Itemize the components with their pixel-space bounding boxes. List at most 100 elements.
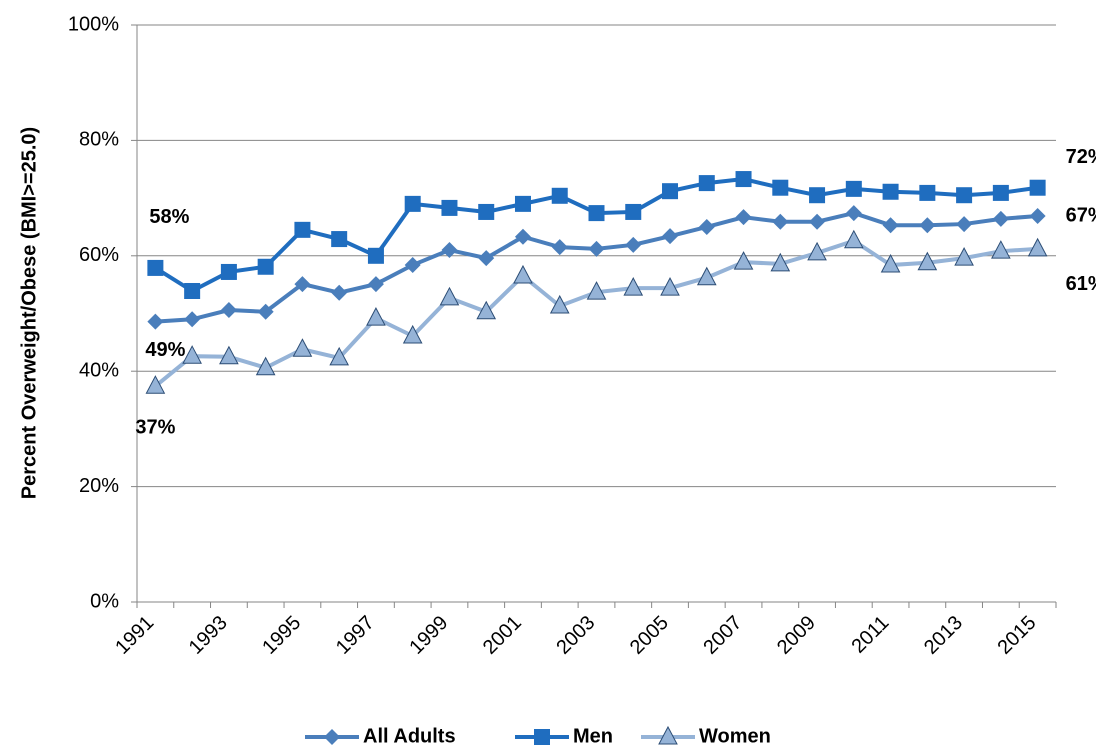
marker bbox=[476, 300, 497, 320]
legend-marker bbox=[534, 729, 550, 745]
marker bbox=[845, 205, 862, 222]
x-tick-label: 2001 bbox=[479, 612, 526, 659]
marker bbox=[184, 311, 201, 328]
legend-marker bbox=[658, 725, 678, 745]
value-label: 61% bbox=[1066, 273, 1096, 295]
series bbox=[147, 205, 1046, 330]
marker bbox=[809, 213, 826, 230]
x-tick-label: 1997 bbox=[332, 612, 379, 659]
y-tick-label: 0% bbox=[90, 590, 119, 612]
marker bbox=[367, 247, 384, 264]
marker bbox=[182, 345, 202, 364]
marker bbox=[919, 184, 936, 201]
marker bbox=[219, 345, 239, 365]
x-tick-label: 1995 bbox=[258, 612, 305, 659]
marker bbox=[439, 286, 460, 306]
marker bbox=[402, 324, 423, 344]
marker bbox=[625, 236, 642, 253]
marker bbox=[917, 251, 938, 271]
marker bbox=[807, 241, 827, 261]
legend-label: Women bbox=[699, 725, 771, 747]
y-tick-label: 100% bbox=[68, 13, 119, 35]
marker bbox=[147, 313, 164, 330]
x-tick-label: 1999 bbox=[405, 612, 452, 659]
marker bbox=[586, 281, 607, 300]
x-tick-label: 2007 bbox=[699, 612, 746, 659]
marker bbox=[478, 250, 495, 267]
legend-marker bbox=[324, 729, 340, 745]
marker bbox=[956, 187, 973, 204]
marker bbox=[735, 209, 752, 226]
marker bbox=[404, 195, 421, 212]
marker bbox=[843, 229, 864, 249]
marker bbox=[220, 263, 237, 280]
x-tick-label: 1993 bbox=[185, 612, 232, 659]
marker bbox=[880, 253, 901, 273]
marker bbox=[294, 221, 311, 238]
marker bbox=[660, 277, 680, 296]
x-tick-label: 1991 bbox=[111, 612, 158, 659]
y-tick-label: 80% bbox=[79, 129, 119, 151]
marker bbox=[735, 171, 752, 188]
marker bbox=[220, 302, 237, 319]
marker bbox=[588, 240, 605, 257]
marker bbox=[294, 276, 311, 293]
marker bbox=[147, 259, 164, 276]
marker bbox=[772, 213, 789, 230]
marker bbox=[662, 228, 679, 245]
series-line bbox=[154, 177, 1038, 294]
y-tick-label: 40% bbox=[79, 359, 119, 381]
marker bbox=[255, 356, 276, 376]
marker bbox=[882, 217, 899, 234]
marker bbox=[513, 264, 533, 284]
marker bbox=[992, 184, 1009, 201]
x-tick-label: 2003 bbox=[552, 612, 599, 659]
value-label: 67% bbox=[1066, 204, 1096, 226]
marker bbox=[698, 218, 715, 235]
marker bbox=[809, 187, 826, 204]
marker bbox=[1029, 207, 1046, 224]
series bbox=[147, 171, 1046, 299]
marker bbox=[292, 338, 313, 357]
x-tick-label: 2005 bbox=[626, 612, 673, 659]
x-tick-label: 2011 bbox=[847, 612, 893, 658]
series bbox=[145, 229, 1048, 394]
legend-label: Men bbox=[573, 725, 613, 747]
marker bbox=[404, 257, 421, 274]
marker bbox=[991, 240, 1011, 259]
marker bbox=[772, 179, 789, 196]
value-label: 37% bbox=[135, 416, 175, 438]
marker bbox=[441, 242, 458, 259]
value-label: 72% bbox=[1066, 146, 1096, 168]
marker bbox=[257, 258, 274, 275]
marker bbox=[514, 195, 531, 212]
marker bbox=[956, 216, 973, 233]
marker bbox=[184, 282, 201, 299]
series-line bbox=[155, 211, 1038, 324]
value-label: 58% bbox=[149, 206, 189, 228]
marker bbox=[698, 175, 715, 192]
legend-label: All Adults bbox=[363, 725, 456, 747]
y-tick-label: 60% bbox=[79, 244, 119, 266]
x-tick-label: 2013 bbox=[920, 612, 967, 659]
marker bbox=[919, 217, 936, 234]
marker bbox=[770, 252, 791, 272]
marker bbox=[992, 210, 1009, 227]
marker bbox=[551, 239, 568, 256]
marker bbox=[696, 266, 717, 286]
marker bbox=[257, 303, 274, 320]
marker bbox=[954, 247, 974, 266]
marker bbox=[882, 183, 899, 200]
marker bbox=[588, 205, 605, 222]
marker bbox=[331, 284, 348, 301]
marker bbox=[551, 187, 568, 204]
marker bbox=[625, 203, 642, 220]
marker bbox=[845, 180, 862, 197]
x-tick-label: 2009 bbox=[773, 612, 820, 659]
marker bbox=[478, 203, 495, 220]
marker bbox=[733, 251, 754, 270]
y-tick-label: 20% bbox=[79, 475, 119, 497]
marker bbox=[623, 277, 644, 296]
marker bbox=[329, 346, 350, 366]
marker bbox=[1027, 237, 1048, 257]
